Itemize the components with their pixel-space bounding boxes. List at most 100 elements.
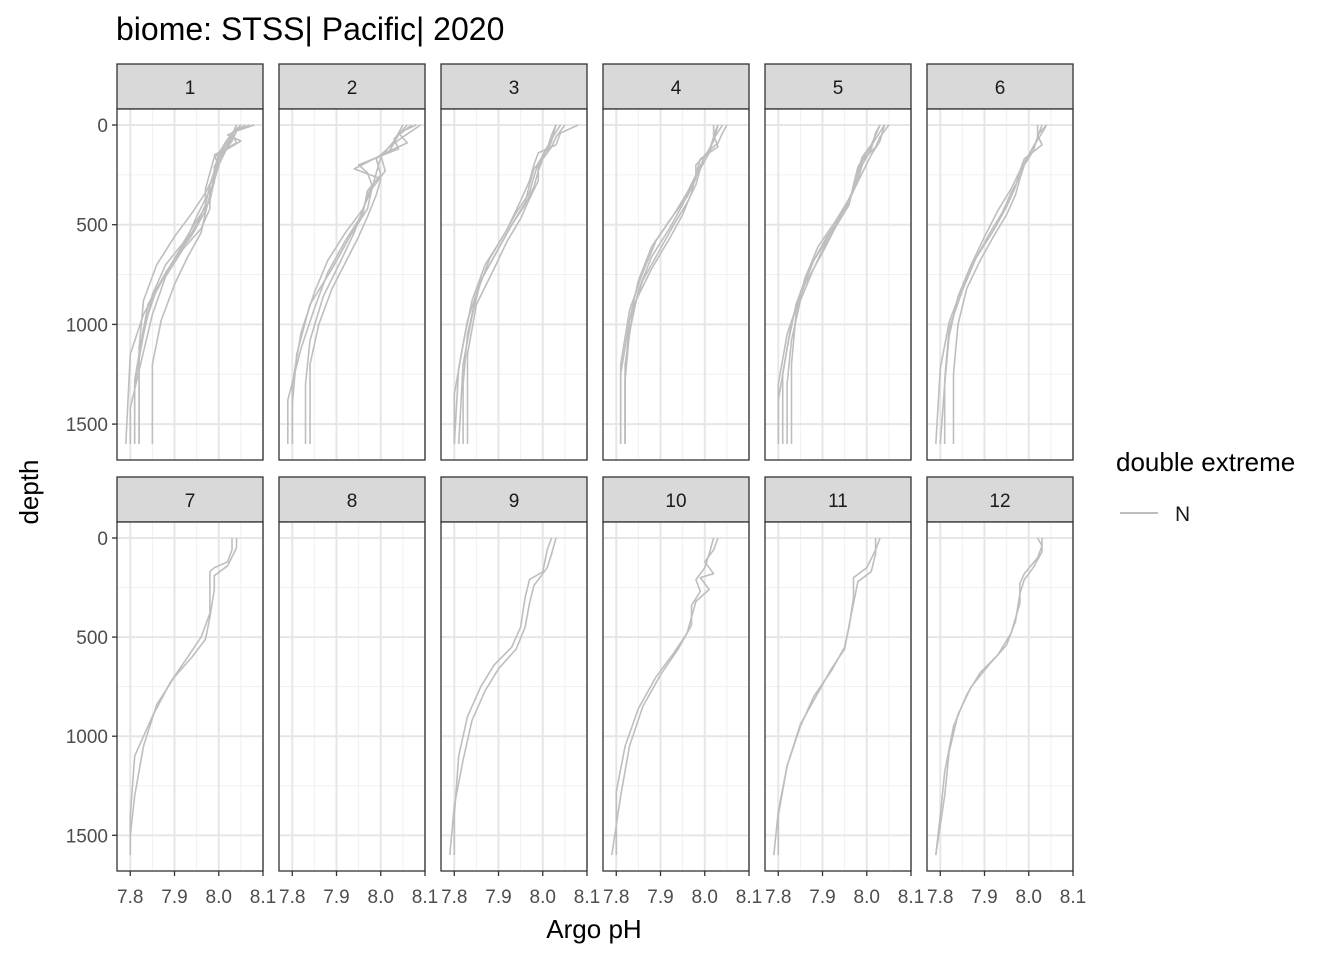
y-axis-title: depth	[14, 459, 44, 524]
panel-border	[116, 521, 264, 872]
facet-strip-label: 1	[185, 78, 196, 99]
facet-panel-4: 4	[602, 63, 750, 461]
panel-border	[602, 108, 750, 461]
x-tick-label: 8.1	[898, 887, 924, 908]
facet-strip-label: 6	[995, 78, 1006, 99]
x-tick-label: 8.1	[574, 887, 600, 908]
panel-background	[927, 109, 1073, 460]
panel-border	[764, 521, 912, 872]
panel-border	[926, 521, 1074, 872]
facet-strip-label: 3	[509, 78, 520, 99]
y-tick-label: 1000	[66, 315, 108, 336]
profile-line	[790, 124, 881, 444]
panel-background	[279, 109, 425, 460]
facet-strip-label: 8	[347, 491, 358, 512]
x-tick-label: 7.9	[323, 887, 349, 908]
y-tick-label: 500	[76, 216, 108, 237]
x-tick-label: 7.8	[927, 887, 953, 908]
facet-panel-5: 5	[764, 63, 912, 461]
facet-panel-9: 9 7.8 7.9 8.0 8.1	[440, 476, 600, 908]
x-tick-label: 7.8	[765, 887, 791, 908]
x-tick-label: 8.0	[368, 887, 394, 908]
x-tick-label: 8.0	[692, 887, 718, 908]
facet-strip	[278, 476, 426, 523]
panel-background	[765, 522, 911, 871]
x-tick-label: 7.9	[809, 887, 835, 908]
facet-strip	[602, 63, 750, 110]
x-tick-label: 8.0	[206, 887, 232, 908]
x-tick-label: 7.9	[485, 887, 511, 908]
facet-panel-10: 10 7.8 7.9 8.0 8.1	[602, 476, 762, 908]
facet-panel-12: 12 7.8 7.9 8.0 8.1	[926, 476, 1086, 908]
facet-strip-label: 9	[509, 491, 520, 512]
facet-panel-6: 6	[926, 63, 1074, 461]
facet-panel-8: 8 7.8 7.9 8.0 8.1	[278, 476, 438, 908]
panel-background	[441, 109, 587, 460]
x-tick-label: 8.1	[736, 887, 762, 908]
facet-panel-3: 3	[440, 63, 588, 461]
legend-label-n: N	[1175, 503, 1190, 526]
y-tick-label: 1500	[66, 415, 108, 436]
profile-line	[611, 537, 715, 856]
y-tick-label: 0	[97, 529, 108, 550]
facet-strip	[926, 476, 1074, 523]
panel-border	[278, 521, 426, 872]
x-tick-label: 7.9	[647, 887, 673, 908]
profile-line	[129, 124, 242, 444]
profile-line	[291, 124, 404, 444]
facet-panel-11: 11 7.8 7.9 8.0 8.1	[764, 476, 924, 908]
facet-strip	[764, 63, 912, 110]
panel-border	[764, 108, 912, 461]
facet-strip	[602, 476, 750, 523]
profile-line	[777, 124, 886, 444]
panel-background	[441, 522, 587, 871]
facet-panel-7: 7 0 500 1000 1500 7.8 7.9 8.0 8.1	[66, 476, 276, 908]
facet-strip	[116, 476, 264, 523]
panel-background	[927, 522, 1073, 871]
profile-line	[462, 124, 579, 444]
panel-background	[117, 109, 263, 460]
legend-title: double extreme	[1116, 447, 1295, 477]
profile-line	[453, 537, 553, 856]
facet-strip	[764, 476, 912, 523]
facet-strip	[440, 476, 588, 523]
facet-strip-label: 4	[671, 78, 682, 99]
profile-line	[453, 124, 557, 444]
profile-line	[449, 537, 557, 856]
x-tick-label: 8.0	[530, 887, 556, 908]
panel-background	[603, 109, 749, 460]
facet-strip	[116, 63, 264, 110]
x-tick-label: 7.9	[971, 887, 997, 908]
facet-grid: 1 0 500 1000 1500 2 3 4 5 6 7 0 500 1000 1500 7.8 7.9 8.0…	[66, 63, 1086, 908]
x-axis-title: Argo pH	[546, 914, 641, 944]
x-tick-label: 7.8	[603, 887, 629, 908]
profile-line	[457, 124, 557, 445]
y-tick-label: 1000	[66, 727, 108, 748]
facet-panel-2: 2	[278, 63, 426, 461]
profile-line	[619, 124, 719, 444]
legend: double extreme N	[1116, 447, 1295, 526]
facet-strip-label: 7	[185, 491, 196, 512]
facet-panel-1: 1 0 500 1000 1500	[66, 63, 264, 461]
x-tick-label: 8.1	[250, 887, 276, 908]
y-tick-label: 0	[97, 116, 108, 137]
panel-background	[765, 109, 911, 460]
facet-strip-label: 12	[989, 491, 1010, 512]
facet-strip	[440, 63, 588, 110]
x-tick-label: 7.9	[161, 887, 187, 908]
chart-title: biome: STSS| Pacific| 2020	[116, 11, 504, 47]
x-tick-label: 7.8	[117, 887, 143, 908]
facet-strip-label: 10	[665, 491, 686, 512]
x-tick-label: 7.8	[279, 887, 305, 908]
profile-line	[935, 538, 1043, 856]
profile-line	[952, 124, 1043, 444]
panel-border	[278, 108, 426, 461]
facet-strip-label: 2	[347, 78, 358, 99]
panel-border	[440, 521, 588, 872]
y-tick-label: 1500	[66, 826, 108, 847]
profile-line	[624, 124, 724, 444]
panel-border	[116, 108, 264, 461]
x-tick-label: 8.0	[1016, 887, 1042, 908]
profile-line	[138, 124, 242, 444]
